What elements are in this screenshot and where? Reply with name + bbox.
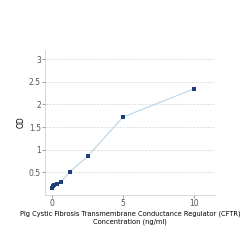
Point [54, 182, 58, 186]
Point [192, 87, 196, 91]
Point [59, 180, 63, 184]
Point [68, 170, 72, 174]
Point [121, 115, 125, 119]
Y-axis label: OD: OD [17, 116, 26, 128]
X-axis label: Pig Cystic Fibrosis Transmembrane Conductance Regulator (CFTR)
Concentration (ng: Pig Cystic Fibrosis Transmembrane Conduc… [20, 211, 240, 225]
Point [52, 183, 56, 187]
Point [86, 154, 89, 158]
Point [51, 184, 55, 188]
Point [50, 186, 54, 190]
